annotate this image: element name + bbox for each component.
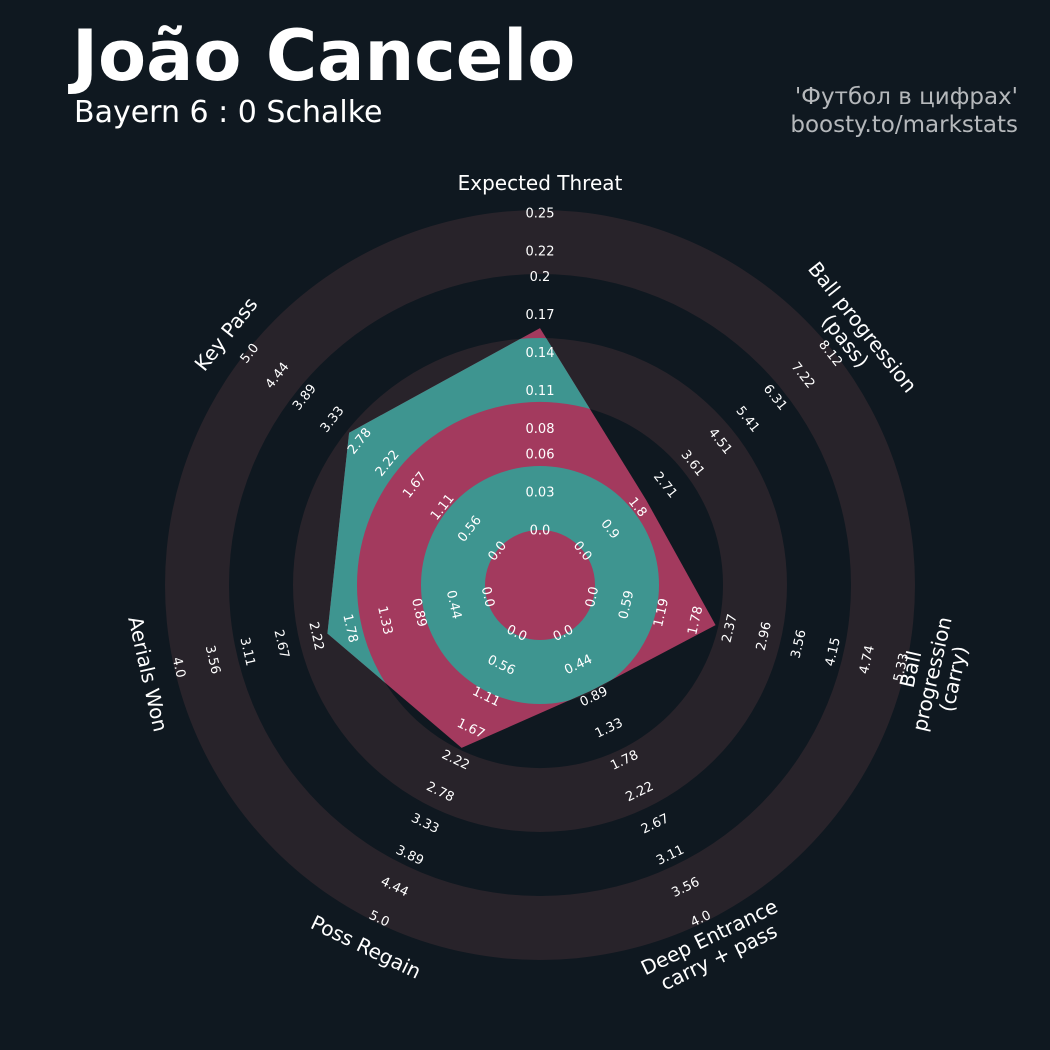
tick-label: 0.06 — [526, 447, 555, 462]
credit: boosty.to/markstats — [790, 112, 1018, 138]
tick-label: 0.89 — [408, 597, 429, 629]
tick-label: 4.0 — [169, 656, 188, 680]
tick-label: 1.78 — [685, 605, 706, 637]
tick-label: 0.2 — [530, 270, 551, 285]
tick-label: 0.22 — [526, 245, 555, 260]
tick-label: 2.96 — [754, 620, 775, 652]
tick-label: 0.0 — [478, 585, 497, 609]
tick-label: 0.17 — [526, 308, 555, 323]
tick-label: 1.19 — [651, 597, 672, 629]
tick-label: 4.15 — [823, 636, 844, 668]
chart-title: João Cancelo — [68, 15, 575, 97]
tick-label: 0.08 — [526, 422, 555, 437]
tick-label: 2.67 — [271, 628, 292, 660]
tick-label: 3.56 — [789, 628, 810, 660]
tick-label: 0.44 — [443, 589, 464, 621]
tick-label: 1.33 — [374, 605, 395, 637]
tick-label: 3.56 — [202, 644, 223, 676]
tick-label: 3.11 — [237, 636, 258, 668]
tick-label: 2.37 — [720, 613, 741, 645]
tick-label: 1.78 — [339, 613, 360, 645]
tick-label: 0.59 — [616, 589, 637, 621]
tick-label: 0.0 — [530, 524, 551, 539]
tick-label: 0.25 — [526, 207, 555, 222]
chart-subtitle: Bayern 6 : 0 Schalke — [74, 95, 382, 130]
tick-label: 5.33 — [891, 652, 912, 684]
tick-label: 0.0 — [583, 585, 602, 609]
tick-label: 0.14 — [526, 346, 555, 361]
parameter-label: Expected Threat — [457, 171, 623, 195]
credit: 'Футбол в цифрах' — [795, 84, 1018, 110]
tick-label: 0.11 — [526, 384, 555, 399]
tick-label: 0.03 — [526, 485, 555, 500]
tick-label: 4.74 — [857, 644, 878, 676]
tick-label: 2.22 — [305, 620, 326, 652]
